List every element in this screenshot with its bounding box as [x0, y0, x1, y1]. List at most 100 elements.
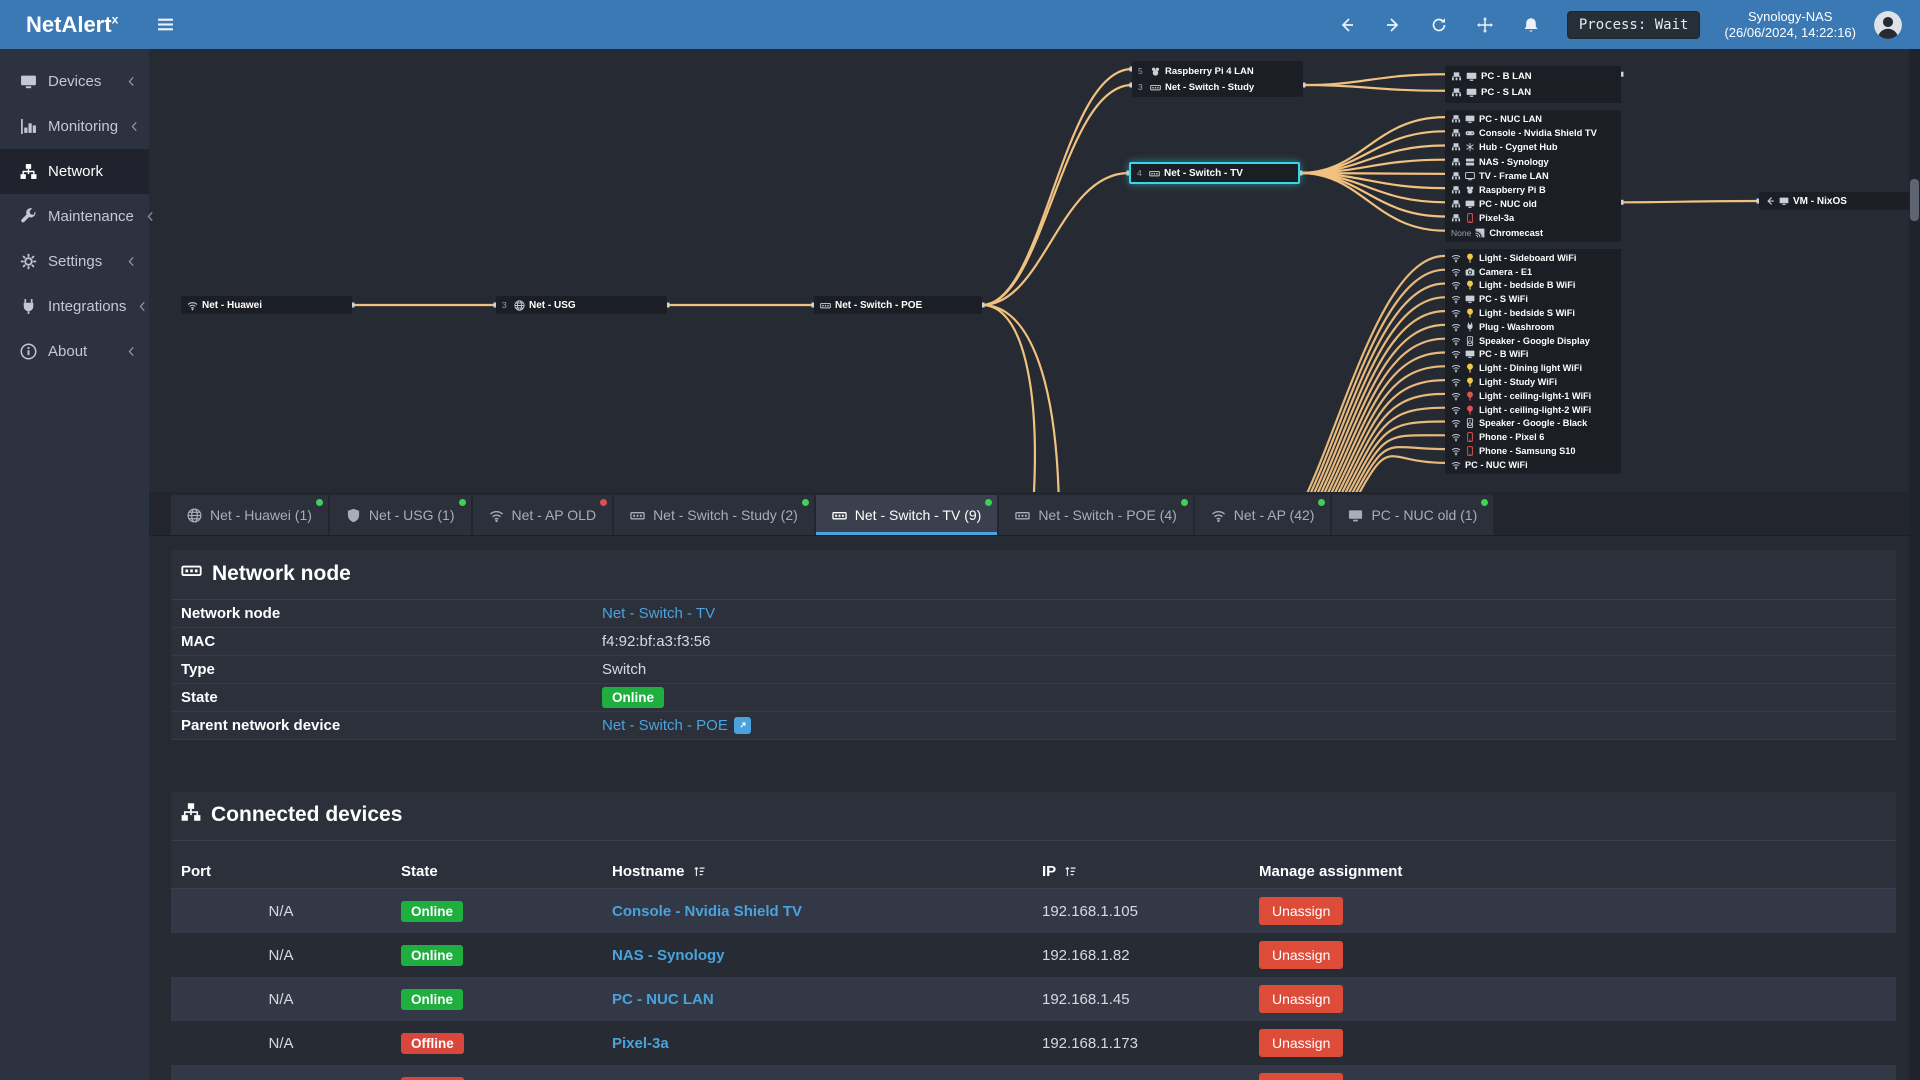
nav-back-button[interactable]	[1331, 9, 1363, 41]
topology-edge	[1309, 268, 1447, 492]
topology-node-light-dining-light-wifi[interactable]: Light - Dining light WiFi	[1445, 361, 1621, 375]
sidebar-item-maintenance[interactable]: Maintenance	[0, 194, 153, 239]
detail-row-state: State Online	[171, 684, 1896, 712]
tab-net-switch-tv-9[interactable]: Net - Switch - TV (9)	[815, 495, 998, 535]
detail-value: Switch	[602, 661, 647, 678]
topology-node-light-sideboard-wifi[interactable]: Light - Sideboard WiFi	[1445, 251, 1621, 265]
topology-node-pc-s-wifi[interactable]: PC - S WiFi	[1445, 292, 1621, 306]
unassign-button[interactable]: Unassign	[1259, 985, 1344, 1013]
move-button[interactable]	[1469, 9, 1501, 41]
node-label: PC - NUC WiFi	[1465, 459, 1528, 470]
topology-node-phone-pixel-6[interactable]: Phone - Pixel 6	[1445, 430, 1621, 444]
chevleft-icon	[147, 211, 153, 222]
unassign-button[interactable]: Unassign	[1259, 941, 1344, 969]
switch-icon	[820, 302, 831, 308]
tab-net-switch-poe-4[interactable]: Net - Switch - POE (4)	[999, 495, 1193, 535]
sidebar-item-devices[interactable]: Devices	[0, 59, 149, 104]
topology-node-light-bedside-b-wifi[interactable]: Light - bedside B WiFi	[1445, 279, 1621, 293]
node-label: Plug - Washroom	[1479, 321, 1555, 332]
sidebar-item-about[interactable]: About	[0, 329, 149, 374]
connected-devices-heading: Connected devices	[171, 792, 1896, 841]
sidebar-toggle-button[interactable]	[149, 9, 181, 41]
notifications-bell-button[interactable]	[1515, 9, 1547, 41]
detail-value: f4:92:bf:a3:f3:56	[602, 633, 711, 650]
connector-square	[664, 302, 670, 308]
topology-node-net-switch-tv[interactable]: 4 Net - Switch - TV	[1129, 162, 1300, 184]
sidebar-item-monitoring[interactable]: Monitoring	[0, 104, 149, 149]
sidebar-item-integrations[interactable]: Integrations	[0, 284, 149, 329]
nav-forward-button[interactable]	[1377, 9, 1409, 41]
speaker-icon	[1466, 335, 1474, 346]
tab-net-switch-study-2[interactable]: Net - Switch - Study (2)	[614, 495, 814, 535]
topology-node-pc-nuc-lan[interactable]: PC - NUC LAN	[1445, 112, 1621, 126]
unassign-button[interactable]: Unassign	[1259, 1029, 1344, 1057]
top-header: NetAlertx Process: Wait Synology-NAS (26…	[0, 0, 1920, 49]
tab-net-ap-old[interactable]: Net - AP OLD	[472, 495, 613, 535]
device-hostname-link[interactable]: Pixel-3a	[612, 1034, 669, 1052]
topology-node-vm-nixos[interactable]: VM - NixOS	[1759, 192, 1912, 210]
topology-edge	[1298, 116, 1447, 175]
topology-node-net-usg[interactable]: 3 Net - USG	[496, 296, 667, 314]
topology-node-camera-e1[interactable]: Camera - E1	[1445, 265, 1621, 279]
scrollbar-thumb[interactable]	[1910, 179, 1919, 221]
device-hostname-link[interactable]: Raspberry Pi B	[612, 1079, 720, 1080]
device-hostname-link[interactable]: PC - NUC LAN	[612, 990, 714, 1008]
monitor-icon	[1466, 88, 1477, 98]
topology-node-phone-samsung-s10[interactable]: Phone - Samsung S10	[1445, 444, 1621, 458]
topology-node-plug-washroom[interactable]: Plug - Washroom	[1445, 320, 1621, 334]
open-parent-button[interactable]	[733, 717, 751, 734]
sidebar-item-settings[interactable]: Settings	[0, 239, 149, 284]
connected-devices-section: Connected devices Port State Hostname IP Man…	[171, 792, 1896, 1080]
topology-node-pc-b-wifi[interactable]: PC - B WiFi	[1445, 348, 1621, 362]
tab-net-usg-1[interactable]: Net - USG (1)	[329, 495, 471, 535]
topology-node-pixel-3a[interactable]: Pixel-3a	[1445, 211, 1621, 225]
sidebar-item-network[interactable]: Network	[0, 149, 149, 194]
topology-node-light-ceiling-light-2-wifi[interactable]: Light - ceiling-light-2 WiFi	[1445, 403, 1621, 417]
sidebar-item-label: Devices	[48, 73, 102, 90]
topology-node-hub-cygnet-hub[interactable]: Hub - Cygnet Hub	[1445, 140, 1621, 154]
topology-node-net-switch-poe[interactable]: Net - Switch - POE	[814, 296, 982, 314]
device-hostname-link[interactable]: Console - Nvidia Shield TV	[612, 902, 803, 920]
column-header-hostname[interactable]: Hostname	[602, 855, 1032, 889]
topology-node-light-study-wifi[interactable]: Light - Study WiFi	[1445, 375, 1621, 389]
chevleft-icon	[128, 346, 134, 357]
eth-icon	[1452, 88, 1461, 97]
arrownavright-icon	[1386, 17, 1399, 32]
topology-node-pc-s-lan[interactable]: PC - S LAN	[1445, 85, 1621, 102]
unassign-button[interactable]: Unassign	[1259, 897, 1344, 925]
detail-row-network-node: Network node Net - Switch - TV	[171, 600, 1896, 628]
topology-node-speaker-google-display[interactable]: Speaker - Google Display	[1445, 334, 1621, 348]
user-avatar[interactable]	[1874, 10, 1902, 39]
topology-node-pc-nuc-old[interactable]: PC - NUC old	[1445, 197, 1621, 211]
page-scrollbar[interactable]	[1909, 49, 1920, 1080]
topology-node-console-nvidia-shield-tv[interactable]: Console - Nvidia Shield TV	[1445, 126, 1621, 140]
network-node-link[interactable]: Net - Switch - TV	[602, 605, 716, 622]
topology-node-light-bedside-s-wifi[interactable]: Light - bedside S WiFi	[1445, 306, 1621, 320]
topology-node-raspberry-pi-b[interactable]: Raspberry Pi B	[1445, 183, 1621, 197]
bulb-icon	[1467, 377, 1473, 387]
topology-node-tv-frame-lan[interactable]: TV - Frame LAN	[1445, 169, 1621, 183]
tab-net-ap-42[interactable]: Net - AP (42)	[1194, 495, 1331, 535]
tab-net-huawei-1[interactable]: Net - Huawei (1)	[171, 495, 328, 535]
user-icon	[1874, 10, 1902, 39]
topology-node-pc-b-lan[interactable]: PC - B LAN	[1445, 68, 1621, 85]
device-hostname-link[interactable]: NAS - Synology	[612, 946, 725, 964]
topology-node-net-huawei[interactable]: Net - Huawei	[181, 296, 352, 314]
parent-node-link[interactable]: Net - Switch - POE	[602, 717, 728, 734]
column-header-ip[interactable]: IP	[1032, 855, 1249, 889]
app-logo[interactable]: NetAlertx	[0, 12, 149, 38]
unassign-button[interactable]: Unassign	[1259, 1073, 1344, 1080]
topology-node-light-ceiling-light-1-wifi[interactable]: Light - ceiling-light-1 WiFi	[1445, 389, 1621, 403]
node-label: Phone - Samsung S10	[1479, 446, 1576, 457]
switch-icon	[181, 565, 202, 577]
topology-node-net-switch-study[interactable]: 3 Net - Switch - Study	[1132, 79, 1303, 95]
topology-node-chromecast[interactable]: None Chromecast	[1445, 226, 1621, 240]
topology-node-nas-synology[interactable]: NAS - Synology	[1445, 155, 1621, 169]
topology-node-speaker-google-black[interactable]: Speaker - Google - Black	[1445, 417, 1621, 431]
topology-node-pc-nuc-wifi[interactable]: PC - NUC WiFi	[1445, 458, 1621, 472]
eth-icon	[1451, 143, 1461, 151]
tab-pc-nuc-old-1[interactable]: PC - NUC old (1)	[1332, 495, 1494, 535]
refresh-button[interactable]	[1423, 9, 1455, 41]
topology-node-raspberry-pi-4-lan[interactable]: 5 Raspberry Pi 4 LAN	[1132, 63, 1303, 79]
app-name: NetAlert	[26, 11, 112, 37]
